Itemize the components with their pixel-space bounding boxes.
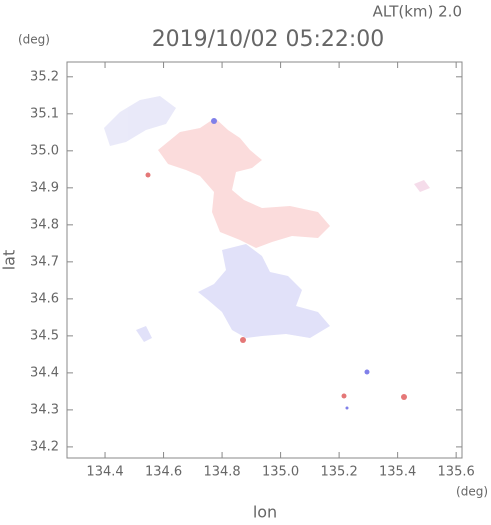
positive-echo — [158, 118, 330, 248]
echo-cell — [211, 118, 217, 124]
negative-echo — [198, 244, 330, 338]
positive-echo — [414, 180, 430, 192]
plot-frame — [66, 61, 463, 459]
y-tick-label: 34.8 — [30, 217, 59, 232]
x-tick-label: 134.8 — [203, 465, 240, 480]
echo-cell — [345, 406, 349, 410]
x-tick-label: 135.6 — [438, 465, 475, 480]
echo-cell — [240, 337, 246, 343]
plot-title: 2019/10/02 05:22:00 — [152, 27, 385, 52]
x-tick-label: 135.4 — [379, 465, 416, 480]
x-axis-label: lon — [253, 503, 277, 522]
echo-cell — [401, 394, 407, 400]
negative-echo — [104, 96, 176, 146]
y-tick-label: 34.6 — [30, 291, 59, 306]
y-axis-label: lat — [0, 250, 19, 271]
y-tick-label: 34.7 — [30, 254, 59, 269]
x-tick-label: 134.6 — [145, 465, 182, 480]
y-tick-label: 35.1 — [30, 106, 59, 121]
y-tick-label: 35.0 — [30, 143, 59, 158]
altitude-label: ALT(km) 2.0 — [373, 3, 462, 21]
y-unit: (deg) — [18, 33, 50, 47]
y-tick-label: 34.4 — [30, 365, 59, 380]
echo-cell — [364, 369, 370, 375]
y-tick-label: 34.5 — [30, 328, 59, 343]
x-tick-label: 135.2 — [321, 465, 358, 480]
y-tick-label: 35.2 — [30, 69, 59, 84]
x-unit: (deg) — [456, 485, 488, 499]
echo-areas — [104, 96, 430, 410]
y-tick-label: 34.9 — [30, 180, 59, 195]
echo-cell — [145, 172, 151, 178]
y-tick-label: 34.2 — [30, 439, 59, 454]
echo-cell — [341, 393, 347, 399]
axes: 134.4 134.6 134.8 135.0 135.2 135.4 135.6 34.2 3… — [30, 62, 475, 480]
x-tick-label: 135.0 — [262, 465, 299, 480]
x-tick-label: 134.4 — [86, 465, 123, 480]
y-tick-label: 34.3 — [30, 402, 59, 417]
negative-echo — [136, 326, 152, 342]
